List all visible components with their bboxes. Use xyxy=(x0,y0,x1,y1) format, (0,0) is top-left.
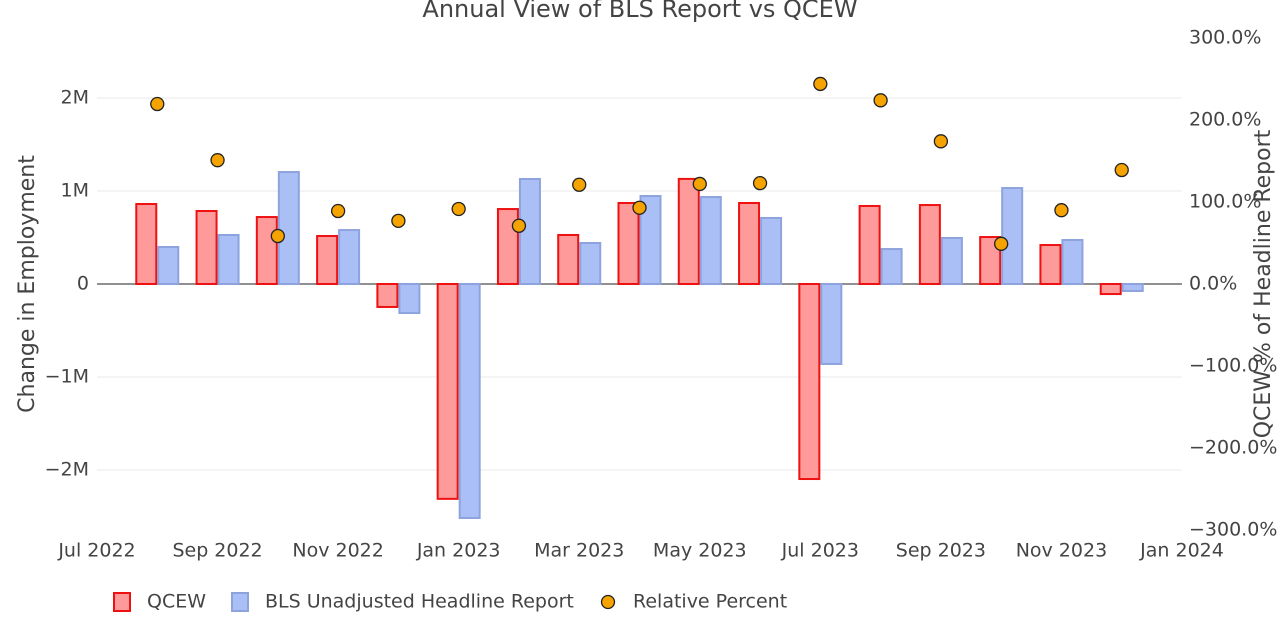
legend-label: Relative Percent xyxy=(633,591,787,613)
legend-swatch xyxy=(600,594,616,610)
bar xyxy=(1061,239,1084,285)
chart-title: Annual View of BLS Report vs QCEW xyxy=(422,0,857,23)
legend-swatch xyxy=(113,592,131,612)
bar xyxy=(376,283,399,308)
bar xyxy=(1099,283,1122,296)
point xyxy=(1114,162,1129,178)
bar xyxy=(820,283,843,365)
y-tick-label: 1M xyxy=(61,179,89,201)
bar xyxy=(639,195,662,285)
point xyxy=(994,236,1009,251)
y-tick-label: 2M xyxy=(61,86,89,108)
x-tick-label: Nov 2023 xyxy=(1016,540,1107,562)
legend-label: QCEW xyxy=(147,591,206,613)
bar xyxy=(255,216,278,285)
bar xyxy=(436,283,459,500)
point xyxy=(752,175,768,191)
point xyxy=(511,218,527,233)
point xyxy=(451,201,466,217)
y2-tick-label: 300.0% xyxy=(1189,27,1261,49)
point xyxy=(210,153,225,168)
bar xyxy=(979,236,1002,285)
bar xyxy=(1001,187,1024,285)
point xyxy=(330,203,346,219)
bar xyxy=(277,171,300,286)
x-tick-label: Jan 2024 xyxy=(1139,540,1224,562)
bar xyxy=(398,283,421,315)
bar xyxy=(858,204,881,286)
bar xyxy=(940,236,963,285)
y-tick-label: 0 xyxy=(77,273,89,295)
y2-tick-label: 200.0% xyxy=(1189,109,1261,131)
point xyxy=(1054,203,1069,218)
bar xyxy=(918,204,941,286)
x-tick-label: Sep 2022 xyxy=(172,540,262,562)
bar xyxy=(1039,244,1062,285)
bar xyxy=(677,177,700,285)
legend-swatch xyxy=(231,592,249,612)
bar xyxy=(579,241,602,285)
bar xyxy=(157,245,180,286)
bar xyxy=(135,203,158,285)
point xyxy=(150,96,165,112)
x-tick-label: Sep 2023 xyxy=(896,540,986,562)
point xyxy=(873,93,888,108)
y2-axis-title: QCEW % of Headline Report xyxy=(1251,129,1276,438)
point xyxy=(692,176,707,192)
bar xyxy=(316,235,339,286)
bar xyxy=(217,233,240,285)
y2-tick-label: −100.0% xyxy=(1189,355,1277,377)
point xyxy=(391,213,406,229)
bar xyxy=(699,196,722,286)
x-tick-label: May 2023 xyxy=(653,540,747,562)
x-tick-label: Jul 2023 xyxy=(781,540,859,562)
bar xyxy=(557,233,580,285)
y2-tick-label: −300.0% xyxy=(1189,519,1277,541)
bar xyxy=(458,283,481,520)
y2-tick-label: 0.0% xyxy=(1189,273,1237,295)
bar xyxy=(880,248,903,285)
bar xyxy=(738,201,761,286)
bar xyxy=(195,209,218,286)
bar xyxy=(798,283,821,481)
point xyxy=(933,134,949,149)
bar xyxy=(760,216,783,285)
y-axis-title: Change in Employment xyxy=(15,155,40,413)
point xyxy=(813,76,828,92)
x-tick-label: Mar 2023 xyxy=(534,540,624,562)
y2-tick-label: 100.0% xyxy=(1189,191,1261,213)
bar xyxy=(338,229,361,286)
point xyxy=(572,177,587,192)
y-tick-label: −2M xyxy=(45,459,89,481)
point xyxy=(270,228,285,244)
y-tick-label: −1M xyxy=(45,366,89,388)
bar xyxy=(617,201,640,286)
bar xyxy=(1121,283,1144,292)
x-tick-label: Jan 2023 xyxy=(416,540,501,562)
point xyxy=(632,200,647,215)
legend-label: BLS Unadjusted Headline Report xyxy=(265,591,574,613)
y2-tick-label: −200.0% xyxy=(1189,437,1277,459)
x-tick-label: Nov 2022 xyxy=(292,540,383,562)
x-tick-label: Jul 2022 xyxy=(57,540,135,562)
